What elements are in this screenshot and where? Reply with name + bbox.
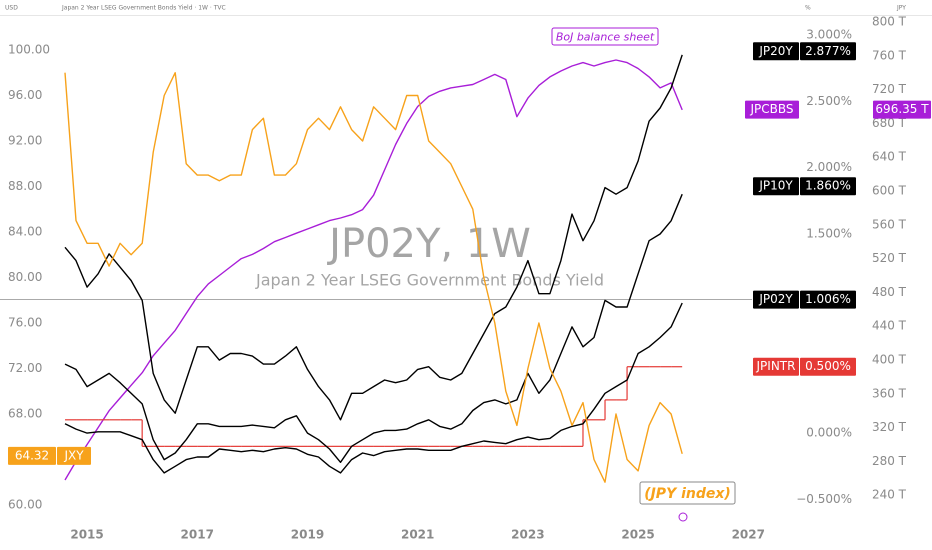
tag-value-box bbox=[800, 357, 856, 376]
tag-value: 0.500% bbox=[805, 359, 851, 373]
x-tick-label: 2017 bbox=[181, 528, 214, 542]
y2-tick-label: 1.500% bbox=[806, 227, 852, 241]
symbol-text: Japan 2 Year LSEG Government Bonds Yield… bbox=[61, 5, 226, 12]
mid-unit: % bbox=[805, 5, 811, 12]
tag-value: 64.32 bbox=[15, 448, 49, 462]
series-line bbox=[64, 59, 683, 481]
annotation-box bbox=[639, 481, 736, 505]
tag-value: 696.35 T bbox=[875, 102, 929, 116]
legend-label: JXY bbox=[63, 448, 84, 462]
y3-tick-label: 360 T bbox=[872, 386, 907, 400]
y-tick-label: 88.00 bbox=[8, 179, 42, 193]
tag-value-box bbox=[800, 177, 856, 196]
tag-value: 1.006% bbox=[805, 292, 851, 306]
tag-value: 1.860% bbox=[805, 179, 851, 193]
y3-tick-label: 680 T bbox=[872, 116, 907, 130]
y3-tick-label: 600 T bbox=[872, 184, 907, 198]
tag-name-box bbox=[753, 357, 799, 376]
y3-tick-label: 280 T bbox=[872, 454, 907, 468]
watermark-subtitle: Japan 2 Year LSEG Government Bonds Yield bbox=[255, 271, 604, 290]
annotation: (JPY index) bbox=[644, 486, 731, 502]
left-unit: USD bbox=[5, 5, 18, 12]
watermark-title: JP02Y, 1W bbox=[326, 221, 531, 267]
y-tick-label: 72.00 bbox=[8, 361, 42, 375]
series-line bbox=[64, 193, 683, 463]
tag-value-box bbox=[8, 446, 56, 465]
x-tick-label: 2015 bbox=[70, 528, 103, 542]
y3-tick-label: 240 T bbox=[872, 488, 907, 502]
x-tick-label: 2025 bbox=[621, 528, 654, 542]
series-line bbox=[64, 302, 683, 474]
tag-name-box bbox=[57, 446, 91, 465]
tag-name-box bbox=[753, 177, 799, 196]
y3-tick-label: 640 T bbox=[872, 150, 907, 164]
annotation-box bbox=[551, 27, 659, 46]
series-line bbox=[64, 54, 683, 421]
y-tick-label: 100.00 bbox=[8, 42, 50, 56]
right-unit: JPY bbox=[896, 5, 906, 12]
x-tick-label: 2019 bbox=[291, 528, 324, 542]
y3-tick-label: 560 T bbox=[872, 217, 907, 231]
y-tick-label: 68.00 bbox=[8, 406, 42, 420]
y2-tick-label: 2.000% bbox=[806, 160, 852, 174]
tag-value-box bbox=[873, 100, 931, 119]
legend-label: JPINTR bbox=[756, 359, 796, 373]
tag-value: 2.877% bbox=[805, 44, 851, 58]
y3-tick-label: 800 T bbox=[872, 15, 907, 29]
legend-label: JP02Y bbox=[758, 292, 793, 306]
y3-tick-label: 760 T bbox=[872, 48, 907, 62]
x-tick-label: 2027 bbox=[732, 528, 765, 542]
series-line bbox=[64, 72, 683, 483]
legend-label: JPCBBS bbox=[749, 102, 793, 116]
y3-tick-label: 720 T bbox=[872, 82, 907, 96]
tag-value-box bbox=[800, 290, 856, 309]
y3-tick-label: 440 T bbox=[872, 319, 907, 333]
y-tick-label: 96.00 bbox=[8, 88, 42, 102]
tag-name-box bbox=[753, 42, 799, 61]
tag-name-box bbox=[753, 290, 799, 309]
annotation: BoJ balance sheet bbox=[556, 31, 655, 44]
x-tick-label: 2021 bbox=[401, 528, 434, 542]
x-tick-label: 2023 bbox=[511, 528, 544, 542]
y-tick-label: 92.00 bbox=[8, 133, 42, 147]
y2-tick-label: −0.500% bbox=[796, 492, 852, 506]
y2-tick-label: 3.000% bbox=[806, 27, 852, 41]
y-tick-label: 60.00 bbox=[8, 497, 42, 511]
y-tick-label: 80.00 bbox=[8, 270, 42, 284]
event-icon bbox=[678, 512, 688, 522]
y3-tick-label: 520 T bbox=[872, 251, 907, 265]
y2-tick-label: 2.500% bbox=[806, 94, 852, 108]
legend-label: JP10Y bbox=[758, 179, 793, 193]
y2-tick-label: 0.000% bbox=[806, 426, 852, 440]
tag-name-box bbox=[745, 100, 799, 119]
y-tick-label: 84.00 bbox=[8, 224, 42, 238]
legend-label: JP20Y bbox=[758, 44, 793, 58]
y3-tick-label: 400 T bbox=[872, 352, 907, 366]
tag-value-box bbox=[800, 42, 856, 61]
y3-tick-label: 320 T bbox=[872, 420, 907, 434]
y-tick-label: 76.00 bbox=[8, 315, 42, 329]
y3-tick-label: 480 T bbox=[872, 285, 907, 299]
